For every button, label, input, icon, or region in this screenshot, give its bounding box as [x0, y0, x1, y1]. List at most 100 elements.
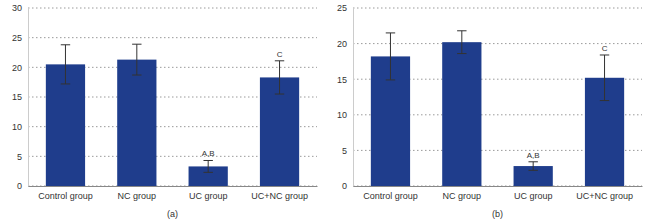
error-line	[604, 55, 605, 101]
tick-label: UC group	[514, 191, 553, 201]
tick: 25	[12, 33, 28, 43]
x-axis: Control group NC group UC group UC+NC group	[29, 186, 318, 201]
error-bar	[132, 44, 141, 75]
tick: 5	[17, 152, 28, 162]
tick-label: 5	[342, 146, 347, 156]
error-cap	[457, 30, 466, 31]
error-bar	[457, 31, 466, 54]
bar	[117, 60, 156, 186]
tick-label: Control group	[38, 191, 93, 201]
tick-label: Control group	[363, 191, 418, 201]
tick-label: UC group	[189, 191, 228, 201]
error-cap	[528, 161, 537, 162]
bar-annotation: A,B	[202, 149, 215, 158]
tick: UC group	[189, 186, 228, 201]
panel-caption: (a)	[167, 209, 178, 219]
tick: 0	[342, 181, 353, 191]
tick-label: 20	[337, 39, 347, 49]
tick: 5	[342, 146, 353, 156]
tick-label: 25	[12, 33, 22, 43]
error-line	[136, 44, 137, 75]
panel: 0 5 10 15 20 25 30 Control group NC group UC grou…	[12, 3, 318, 219]
tick-label: 10	[337, 110, 347, 120]
tick: 10	[337, 110, 353, 120]
bar-annotation: C	[277, 50, 283, 59]
grid-line	[353, 43, 642, 44]
tick-label: 5	[17, 152, 22, 162]
error-line	[390, 33, 391, 80]
tick-label: 15	[337, 75, 347, 85]
grid-line	[353, 8, 642, 9]
error-cap	[61, 83, 70, 84]
grid-line	[28, 8, 317, 9]
tick: 20	[12, 63, 28, 73]
error-line	[65, 45, 66, 84]
tick: NC group	[443, 186, 482, 201]
error-bar	[386, 33, 395, 80]
plot-area	[371, 31, 624, 186]
y-axis: 0 5 10 15 20 25 30	[12, 3, 29, 191]
bar	[442, 42, 481, 186]
tick: UC+NC group	[576, 186, 633, 201]
bar	[260, 77, 299, 186]
tick-label: 30	[12, 3, 22, 13]
error-cap	[275, 60, 284, 61]
error-cap	[600, 54, 609, 55]
axis-line	[28, 9, 29, 187]
figure: 0 5 10 15 20 25 30 Control group NC group UC grou…	[0, 0, 650, 224]
tick-label: NC group	[118, 191, 157, 201]
error-cap	[275, 94, 284, 95]
tick-label: 20	[12, 63, 22, 73]
error-line	[279, 61, 280, 94]
error-cap	[600, 100, 609, 101]
error-bar	[275, 61, 284, 94]
tick-label: NC group	[443, 191, 482, 201]
tick-label: 0	[342, 181, 347, 191]
tick: Control group	[38, 186, 93, 201]
error-cap	[457, 53, 466, 54]
tick-label: 25	[337, 3, 347, 13]
error-cap	[132, 44, 141, 45]
tick: 30	[12, 3, 28, 13]
tick: 10	[12, 122, 28, 132]
error-bar	[600, 55, 609, 101]
bar-annotation: C	[602, 44, 608, 53]
y-axis: 0 5 10 15 20 25	[337, 3, 354, 191]
panel: 0 5 10 15 20 25 Control group NC group UC group U…	[337, 3, 643, 219]
bar-annotation: A,B	[527, 151, 540, 160]
error-line	[208, 160, 209, 172]
tick-label: UC+NC group	[251, 191, 308, 201]
error-cap	[203, 172, 212, 173]
grid	[353, 8, 642, 186]
axis-line	[354, 186, 643, 187]
tick: 15	[337, 75, 353, 85]
error-cap	[61, 44, 70, 45]
tick: 20	[337, 39, 353, 49]
tick-label: 10	[12, 122, 22, 132]
tick: 25	[337, 3, 353, 13]
tick: 15	[12, 92, 28, 102]
tick-label: UC+NC group	[576, 191, 633, 201]
plot-area	[46, 44, 299, 186]
error-cap	[386, 79, 395, 80]
tick-label: 15	[12, 92, 22, 102]
axis-line	[29, 186, 318, 187]
error-line	[533, 162, 534, 171]
error-cap	[203, 160, 212, 161]
x-axis: Control group NC group UC group UC+NC group	[354, 186, 643, 201]
error-cap	[386, 32, 395, 33]
error-line	[461, 31, 462, 54]
tick: Control group	[363, 186, 418, 201]
grid-line	[28, 37, 317, 38]
tick: UC+NC group	[251, 186, 308, 201]
axis-line	[353, 9, 354, 187]
tick-label: 0	[17, 181, 22, 191]
error-bar	[528, 162, 537, 171]
tick: UC group	[514, 186, 553, 201]
grid	[28, 8, 317, 186]
error-cap	[132, 75, 141, 76]
panel-caption: (b)	[492, 209, 503, 219]
error-cap	[528, 170, 537, 171]
tick: NC group	[118, 186, 157, 201]
error-bar	[203, 160, 212, 172]
